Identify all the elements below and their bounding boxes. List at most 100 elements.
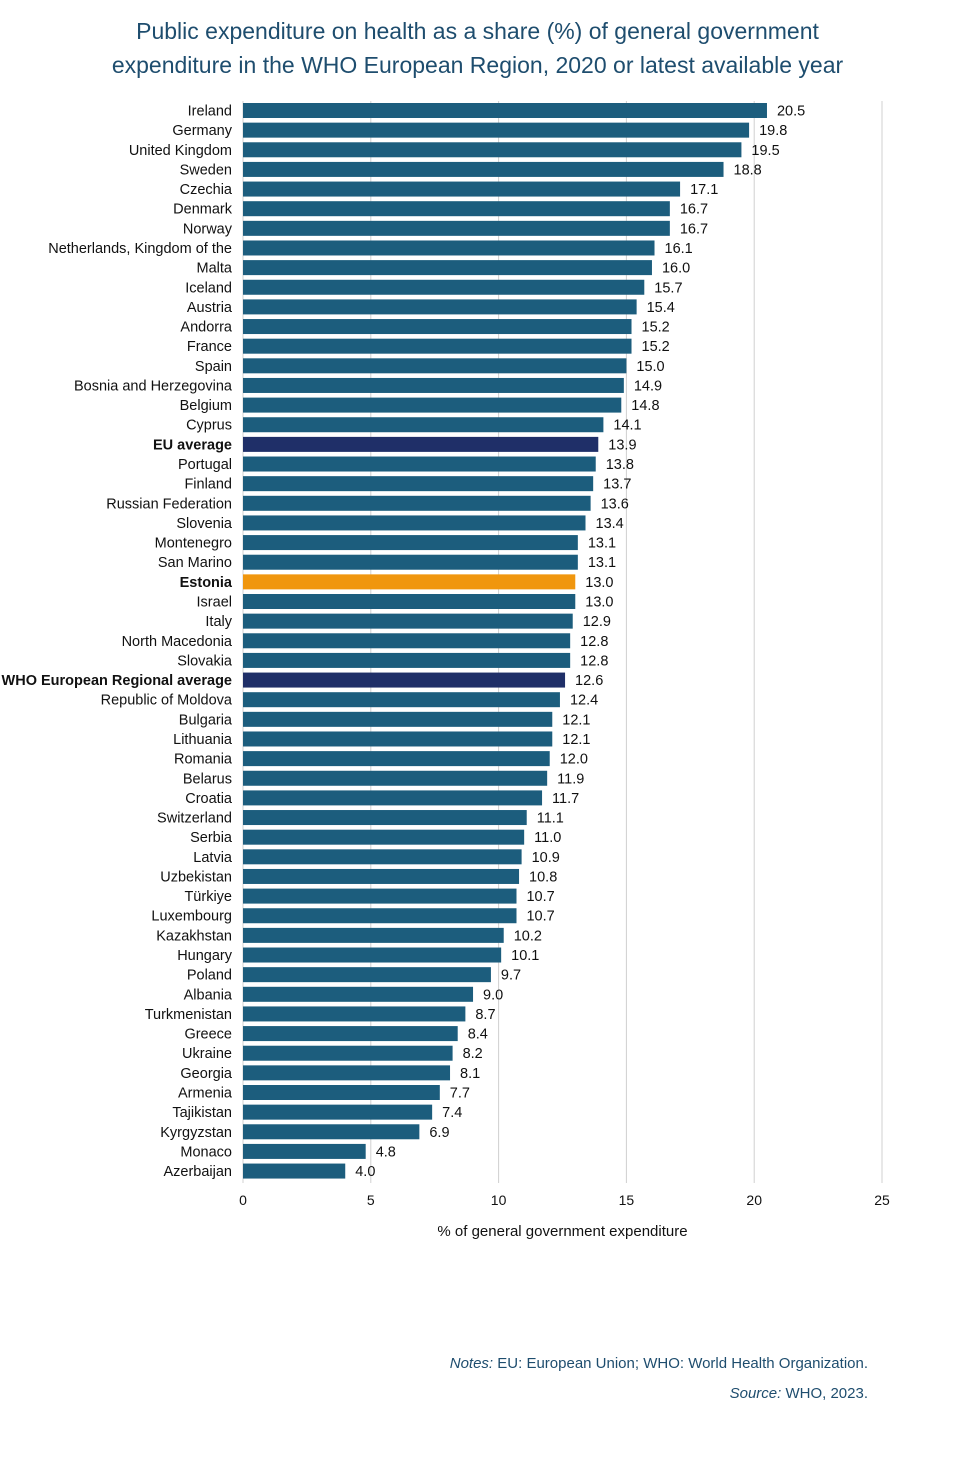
- category-label: Austria: [187, 300, 233, 316]
- value-label: 13.6: [601, 496, 629, 512]
- category-label: Spain: [195, 359, 232, 375]
- bar: [243, 1085, 440, 1100]
- category-label: Slovenia: [176, 516, 233, 532]
- value-label: 12.1: [562, 712, 590, 728]
- category-label: Malta: [197, 261, 233, 277]
- bar: [243, 260, 652, 276]
- source-label: Source:: [729, 1385, 782, 1402]
- bar: [243, 535, 578, 551]
- bar: [243, 1045, 453, 1061]
- value-label: 12.6: [575, 673, 603, 689]
- category-label: Finland: [184, 477, 232, 493]
- category-label: WHO European Regional average: [2, 673, 232, 689]
- category-label: Belgium: [180, 398, 232, 414]
- category-label: North Macedonia: [122, 634, 233, 650]
- category-label: Belarus: [183, 771, 232, 787]
- value-label: 17.1: [690, 182, 718, 198]
- value-label: 12.4: [570, 693, 598, 709]
- value-label: 13.7: [603, 477, 631, 493]
- category-label: Germany: [172, 123, 232, 139]
- bar: [243, 731, 553, 747]
- value-label: 8.2: [463, 1046, 483, 1062]
- notes-text: EU: European Union; WHO: World Health Or…: [493, 1355, 868, 1372]
- value-label: 10.7: [526, 909, 554, 925]
- notes-line: Notes: EU: European Union; WHO: World He…: [450, 1349, 868, 1379]
- bar: [243, 633, 571, 649]
- bar: [243, 299, 637, 315]
- value-label: 11.7: [552, 791, 579, 807]
- bar: [243, 240, 655, 256]
- value-label: 15.2: [642, 320, 670, 336]
- category-label: Russian Federation: [106, 496, 232, 512]
- category-label: Denmark: [173, 202, 233, 218]
- bar: [243, 358, 627, 374]
- bar: [243, 201, 670, 217]
- value-label: 19.5: [751, 143, 779, 159]
- bar: [243, 1143, 366, 1159]
- category-label: Iceland: [185, 280, 232, 296]
- value-label: 16.0: [662, 261, 690, 277]
- bar: [243, 711, 553, 727]
- category-label: Croatia: [185, 791, 233, 807]
- value-label: 13.4: [596, 516, 624, 532]
- bar: [243, 574, 576, 590]
- value-label: 14.8: [631, 398, 659, 414]
- category-label: Monaco: [180, 1144, 232, 1160]
- value-label: 7.7: [450, 1086, 470, 1102]
- category-label: Switzerland: [157, 811, 232, 827]
- category-labels: Ireland Germany United Kingdom Sweden Czechi…: [2, 104, 233, 1181]
- value-label: 13.1: [588, 555, 616, 571]
- value-label: 12.8: [580, 634, 608, 650]
- source-line: Source: WHO, 2023.: [450, 1379, 868, 1409]
- bar: [243, 947, 502, 963]
- bar: [243, 397, 622, 413]
- bar: [243, 456, 596, 472]
- bar: [243, 103, 767, 118]
- bar: [243, 1026, 458, 1042]
- category-label: Kyrgyzstan: [160, 1125, 232, 1141]
- value-label: 15.4: [647, 300, 675, 316]
- value-label: 16.7: [680, 221, 708, 237]
- value-label: 18.8: [734, 162, 762, 178]
- value-label: 8.1: [460, 1066, 480, 1082]
- category-label: Tajikistan: [172, 1105, 232, 1121]
- value-label: 6.9: [429, 1125, 449, 1141]
- category-label: Serbia: [190, 830, 233, 846]
- value-label: 12.1: [562, 732, 590, 748]
- bar: [243, 161, 724, 177]
- category-label: Lithuania: [173, 732, 233, 748]
- bar: [243, 436, 599, 452]
- bar: [243, 594, 576, 609]
- bar: [243, 1163, 346, 1179]
- x-tick-label: 20: [746, 1192, 762, 1208]
- value-label: 11.1: [537, 811, 564, 827]
- bar: [243, 142, 742, 158]
- bar: [243, 770, 548, 786]
- value-label: 11.9: [557, 771, 584, 787]
- value-label: 12.9: [583, 614, 611, 630]
- category-label: Uzbekistan: [160, 869, 232, 885]
- bar: [243, 692, 560, 708]
- value-label: 7.4: [442, 1105, 462, 1121]
- x-axis-title: % of general government expenditure: [437, 1223, 687, 1240]
- category-label: Norway: [183, 221, 233, 237]
- value-label: 13.0: [585, 575, 613, 591]
- source-text: WHO, 2023.: [781, 1385, 868, 1402]
- bar: [243, 613, 573, 629]
- bar: [243, 220, 670, 236]
- category-label: Slovakia: [177, 653, 233, 669]
- bar: [243, 810, 527, 826]
- category-label: Poland: [187, 968, 232, 984]
- value-labels: 20.5 19.8 19.5 18.8 17.1 16.7 16.7 16.1 16.0 15.7…: [355, 104, 805, 1181]
- x-tick-label: 10: [491, 1192, 507, 1208]
- value-label: 9.0: [483, 987, 503, 1003]
- category-label: Netherlands, Kingdom of the: [48, 241, 232, 257]
- bar: [243, 417, 604, 433]
- x-tick-label: 0: [239, 1192, 247, 1208]
- bar: [243, 1006, 466, 1022]
- bar: [243, 476, 594, 492]
- category-label: Armenia: [178, 1086, 233, 1102]
- bar: [243, 122, 750, 138]
- bar: [243, 908, 517, 924]
- category-label: United Kingdom: [129, 143, 232, 159]
